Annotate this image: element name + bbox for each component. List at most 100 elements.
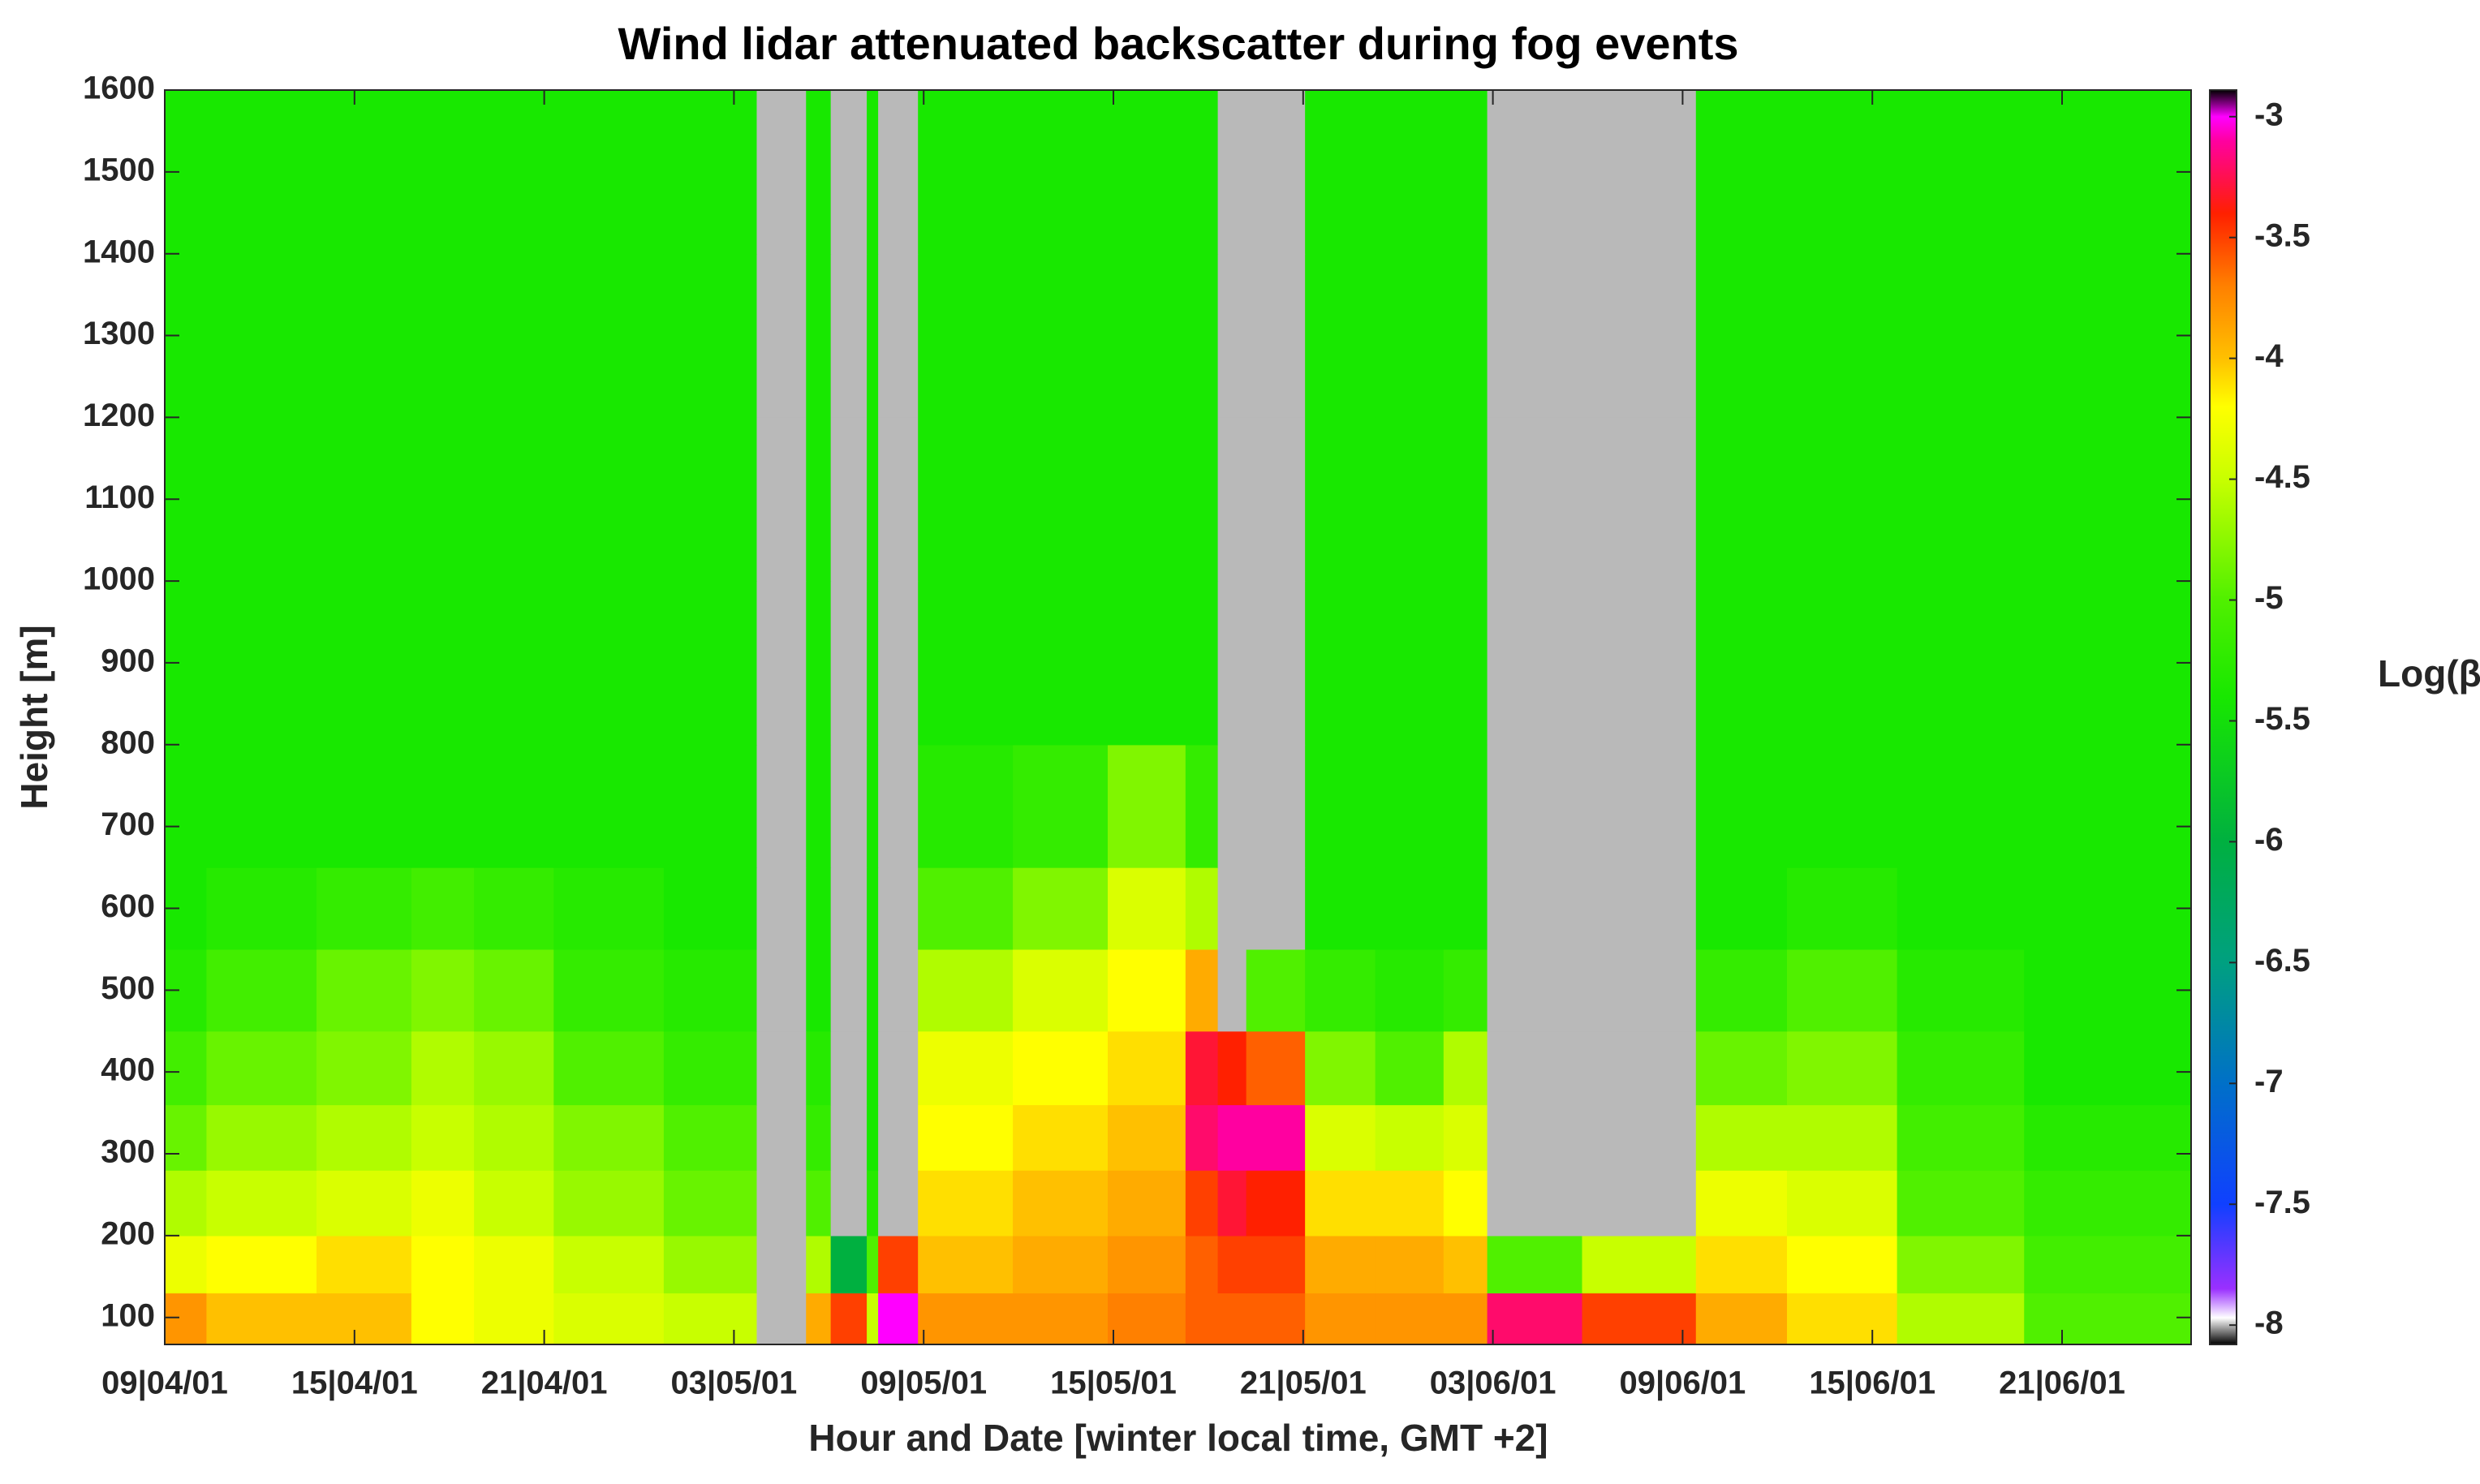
heatmap-cell	[1217, 253, 1247, 418]
heatmap-cell	[867, 1104, 879, 1171]
y-tick-label: 300	[101, 1134, 155, 1170]
heatmap-cell	[1013, 1170, 1109, 1237]
heatmap-cell	[1246, 1235, 1306, 1294]
heatmap-cell	[165, 1235, 208, 1294]
y-tick-label: 400	[101, 1052, 155, 1088]
heatmap-cell	[1582, 1293, 1697, 1345]
heatmap-cell	[1443, 1170, 1488, 1237]
x-axis-label: Hour and Date [winter local time, GMT +2…	[808, 1417, 1548, 1459]
x-tick-label: 15|06/01	[1809, 1366, 1935, 1401]
heatmap-cell	[867, 948, 879, 1032]
heatmap-cell	[1695, 1293, 1788, 1345]
heatmap-cell	[1695, 581, 1788, 746]
heatmap-cell	[411, 1104, 475, 1171]
heatmap-cell	[918, 744, 1014, 868]
heatmap-cell	[2024, 417, 2192, 582]
heatmap-cell	[316, 581, 412, 746]
heatmap-cell	[1107, 948, 1186, 1032]
heatmap-cell	[756, 1170, 807, 1237]
heatmap-cell	[1443, 1030, 1488, 1106]
heatmap-cell	[474, 253, 554, 418]
heatmap-cell	[1375, 253, 1445, 418]
heatmap-cell	[411, 417, 475, 582]
heatmap-cell	[206, 1030, 317, 1106]
heatmap-cell	[1787, 1030, 1898, 1106]
heatmap-cell	[316, 744, 412, 868]
heatmap-cell	[1013, 1030, 1109, 1106]
y-tick-label: 1400	[83, 234, 155, 269]
heatmap-cell	[1305, 1030, 1376, 1106]
heatmap-cell	[878, 581, 919, 746]
heatmap-cell	[756, 867, 807, 950]
colorbar-tick-label: -5.5	[2254, 701, 2310, 737]
y-tick-label: 600	[101, 888, 155, 924]
heatmap-cell	[806, 1235, 832, 1294]
heatmap-cell	[1897, 90, 2025, 255]
heatmap-cell	[1013, 581, 1109, 746]
heatmap-cell	[1107, 744, 1186, 868]
heatmap-cell	[878, 253, 919, 418]
heatmap-cell	[867, 581, 879, 746]
heatmap-cell	[474, 1030, 554, 1106]
heatmap-cell	[1487, 1170, 1583, 1237]
heatmap-cell	[474, 1293, 554, 1345]
heatmap-cell	[830, 1293, 868, 1345]
heatmap-cell	[1582, 948, 1697, 1032]
heatmap-cell	[1305, 948, 1376, 1032]
heatmap-cell	[316, 253, 412, 418]
heatmap-cell	[1695, 1170, 1788, 1237]
heatmap-cell	[411, 948, 475, 1032]
heatmap-cell	[1695, 867, 1788, 950]
heatmap-cell	[316, 417, 412, 582]
heatmap-cell	[474, 744, 554, 868]
heatmap-cell	[1305, 90, 1376, 255]
heatmap-cell	[1013, 867, 1109, 950]
heatmap-cell	[1013, 253, 1109, 418]
heatmap-cell	[1246, 948, 1306, 1032]
colorbar-label: Log(β)	[2378, 652, 2480, 695]
heatmap-cell	[663, 417, 758, 582]
heatmap-cell	[756, 744, 807, 868]
x-tick-label: 15|04/01	[291, 1366, 418, 1401]
heatmap-cell	[474, 90, 554, 255]
y-tick-label: 1100	[84, 480, 155, 515]
heatmap-cell	[918, 417, 1014, 582]
heatmap-cell	[1305, 744, 1376, 868]
heatmap-cell	[1443, 1104, 1488, 1171]
heatmap-cell	[1443, 417, 1488, 582]
heatmap-cell	[663, 1170, 758, 1237]
heatmap-cell	[1787, 253, 1898, 418]
heatmap-cell	[1217, 1030, 1247, 1106]
heatmap-cell	[206, 744, 317, 868]
heatmap-cell	[165, 744, 208, 868]
heatmap-cell	[806, 1170, 832, 1237]
heatmap-cell	[2024, 1170, 2192, 1237]
heatmap-cell	[806, 581, 832, 746]
heatmap-cell	[756, 90, 807, 255]
heatmap-cell	[1217, 1293, 1247, 1345]
heatmap-cell	[867, 1293, 879, 1345]
heatmap-cell	[316, 1030, 412, 1106]
heatmap-cell	[867, 253, 879, 418]
heatmap-cell	[1375, 1104, 1445, 1171]
heatmap-cell	[2024, 1235, 2192, 1294]
heatmap-cell	[165, 1170, 208, 1237]
heatmap-cell	[1787, 1293, 1898, 1345]
heatmap-cell	[1897, 1104, 2025, 1171]
x-tick-label: 15|05/01	[1050, 1366, 1177, 1401]
heatmap-cell	[918, 90, 1014, 255]
colorbar-tick-label: -4.5	[2254, 459, 2310, 495]
heatmap-cell	[316, 1170, 412, 1237]
heatmap-cell	[806, 744, 832, 868]
y-tick-label: 1200	[83, 398, 155, 433]
heatmap-cell	[411, 744, 475, 868]
heatmap-cell	[2024, 867, 2192, 950]
heatmap-cell	[553, 90, 665, 255]
heatmap-cell	[1185, 1293, 1219, 1345]
heatmap-cell	[1107, 1030, 1186, 1106]
heatmap-cell	[474, 1170, 554, 1237]
heatmap-cell	[206, 1104, 317, 1171]
heatmap-cell	[1375, 867, 1445, 950]
heatmap-cell	[867, 744, 879, 868]
heatmap-cell	[316, 1293, 412, 1345]
